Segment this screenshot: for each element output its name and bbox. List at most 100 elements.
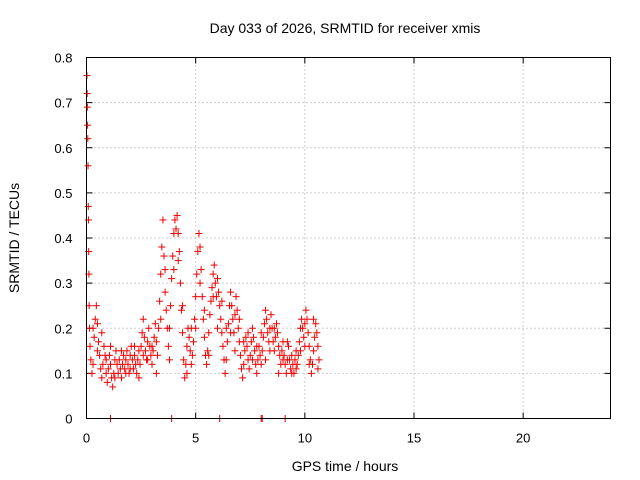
data-point bbox=[288, 369, 296, 377]
data-point bbox=[185, 333, 193, 341]
data-point bbox=[107, 342, 115, 350]
data-point bbox=[83, 103, 91, 111]
data-point bbox=[153, 351, 161, 359]
data-point bbox=[302, 306, 310, 314]
data-point bbox=[196, 243, 204, 251]
data-point bbox=[284, 342, 292, 350]
data-point bbox=[147, 351, 155, 359]
data-point bbox=[303, 315, 311, 323]
data-point bbox=[84, 162, 92, 170]
data-point bbox=[243, 342, 251, 350]
data-point bbox=[257, 329, 265, 337]
data-point bbox=[250, 333, 258, 341]
data-point bbox=[300, 333, 308, 341]
data-point bbox=[89, 324, 97, 332]
data-point bbox=[221, 369, 229, 377]
data-point bbox=[238, 365, 246, 373]
data-point bbox=[144, 356, 152, 364]
y-tick-label: 0.2 bbox=[54, 321, 72, 336]
data-point bbox=[157, 315, 165, 323]
data-point bbox=[171, 216, 179, 224]
y-tick-label: 0 bbox=[65, 412, 72, 427]
data-point bbox=[242, 333, 250, 341]
data-point bbox=[241, 347, 249, 355]
data-point bbox=[175, 248, 183, 256]
data-point bbox=[148, 342, 156, 350]
data-point bbox=[259, 333, 267, 341]
data-point bbox=[84, 202, 92, 210]
data-point bbox=[179, 302, 187, 310]
data-point bbox=[95, 338, 103, 346]
data-point bbox=[211, 279, 219, 287]
data-point bbox=[122, 356, 130, 364]
data-point bbox=[283, 338, 291, 346]
data-point bbox=[88, 369, 96, 377]
data-point bbox=[135, 347, 143, 355]
data-point bbox=[140, 333, 148, 341]
data-point bbox=[296, 347, 304, 355]
data-point bbox=[159, 216, 167, 224]
data-point bbox=[209, 293, 217, 301]
data-point bbox=[235, 315, 243, 323]
data-point bbox=[244, 329, 252, 337]
data-point bbox=[264, 329, 272, 337]
data-point bbox=[92, 302, 100, 310]
data-point bbox=[167, 302, 175, 310]
data-point bbox=[305, 360, 313, 368]
x-axis-label: GPS time / hours bbox=[292, 458, 399, 474]
data-point bbox=[294, 351, 302, 359]
data-point bbox=[117, 374, 125, 382]
data-point bbox=[84, 135, 92, 143]
y-axis-label: SRMTID / TECUs bbox=[6, 183, 22, 293]
y-tick-label: 0.7 bbox=[54, 96, 72, 111]
data-point bbox=[222, 324, 230, 332]
data-point bbox=[266, 347, 274, 355]
data-point bbox=[232, 293, 240, 301]
data-point bbox=[258, 347, 266, 355]
data-point bbox=[99, 360, 107, 368]
data-point bbox=[197, 266, 205, 274]
data-point bbox=[198, 293, 206, 301]
data-point bbox=[174, 257, 182, 265]
data-point bbox=[233, 306, 241, 314]
data-point bbox=[293, 360, 301, 368]
data-point bbox=[301, 342, 309, 350]
data-point bbox=[104, 365, 112, 373]
data-point bbox=[187, 360, 195, 368]
data-point bbox=[105, 351, 113, 359]
data-point bbox=[248, 324, 256, 332]
data-point bbox=[84, 121, 92, 129]
axis-ticks: 0 0.1 0.2 0.3 0.4 0.5 0.6 0.7 0.8 0 5 10 15 20 bbox=[54, 51, 611, 446]
data-point bbox=[240, 360, 248, 368]
data-point bbox=[102, 356, 110, 364]
data-point bbox=[98, 374, 106, 382]
data-point bbox=[100, 342, 108, 350]
data-point bbox=[186, 347, 194, 355]
data-point bbox=[199, 315, 207, 323]
data-point bbox=[311, 333, 319, 341]
data-point bbox=[278, 347, 286, 355]
data-point bbox=[315, 356, 323, 364]
data-point bbox=[239, 374, 247, 382]
data-point bbox=[86, 342, 94, 350]
data-point bbox=[97, 365, 105, 373]
data-point bbox=[90, 333, 98, 341]
data-point bbox=[107, 360, 115, 368]
data-point bbox=[269, 338, 277, 346]
data-point bbox=[173, 211, 181, 219]
data-point bbox=[227, 329, 235, 337]
data-point bbox=[158, 243, 166, 251]
data-point bbox=[222, 356, 230, 364]
data-point bbox=[307, 369, 315, 377]
data-point bbox=[191, 315, 199, 323]
chart-title: Day 033 of 2026, SRMTID for receiver xmi… bbox=[210, 20, 481, 36]
data-point bbox=[228, 302, 236, 310]
data-point bbox=[257, 360, 265, 368]
data-point bbox=[98, 329, 106, 337]
data-point bbox=[260, 320, 268, 328]
data-point bbox=[214, 275, 221, 283]
data-point bbox=[204, 347, 212, 355]
data-point bbox=[280, 351, 288, 359]
y-tick-label: 0.4 bbox=[54, 231, 72, 246]
